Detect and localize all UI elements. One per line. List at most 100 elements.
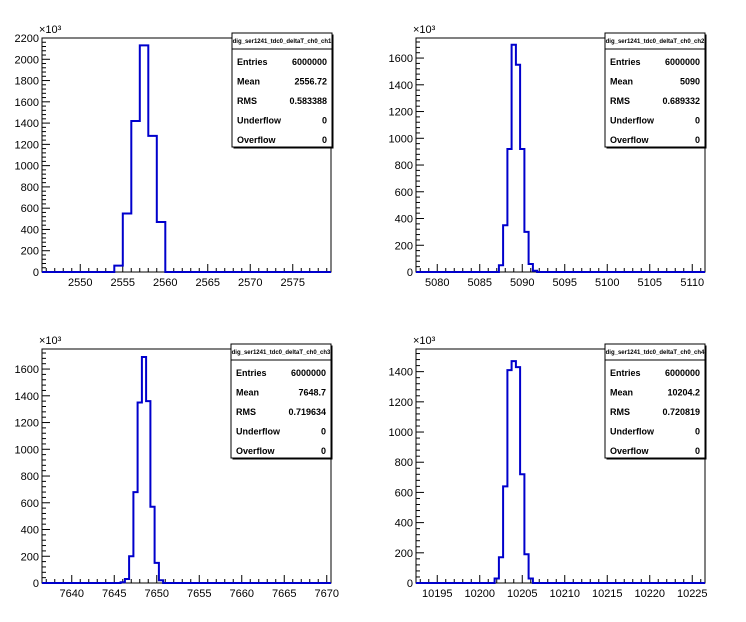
stats-value-overflow: 0 bbox=[321, 446, 326, 456]
stats-value-underflow: 0 bbox=[322, 116, 327, 126]
y-tick-label: 400 bbox=[395, 214, 413, 226]
x-tick-label: 7670 bbox=[315, 588, 339, 600]
y-tick-label: 0 bbox=[33, 267, 39, 279]
stats-box bbox=[604, 32, 706, 148]
x-tick-label: 10200 bbox=[464, 588, 495, 600]
y-tick-label: 200 bbox=[21, 551, 39, 563]
histogram-bin bbox=[512, 361, 516, 583]
stats-key-mean: Mean bbox=[237, 77, 260, 87]
stats-key-underflow: Underflow bbox=[237, 116, 282, 126]
y-tick-label: 0 bbox=[407, 267, 413, 279]
y-tick-label: 400 bbox=[21, 224, 39, 236]
histogram-pad-3: 0 200 400 600 800 1000 1200 1400 1600 ×10³ 7640 764… bbox=[15, 335, 339, 600]
stats-key-rms: RMS bbox=[610, 96, 630, 106]
y-tick-label: 1000 bbox=[15, 444, 39, 456]
y-tick-label: 400 bbox=[21, 525, 39, 537]
stats-key-rms: RMS bbox=[236, 407, 256, 417]
stats-value-mean: 10204.2 bbox=[667, 388, 700, 398]
y-tick-label: 1600 bbox=[389, 53, 413, 65]
stats-value-overflow: 0 bbox=[695, 446, 700, 456]
x-tick-label: 2555 bbox=[111, 277, 135, 289]
x-tick-label: 2565 bbox=[196, 277, 220, 289]
stats-key-rms: RMS bbox=[237, 96, 257, 106]
histogram-bin bbox=[123, 214, 132, 273]
y-tick-label: 200 bbox=[395, 240, 413, 252]
histogram-bin bbox=[157, 222, 166, 272]
stats-key-overflow: Overflow bbox=[236, 446, 276, 456]
y-tick-label: 800 bbox=[21, 182, 39, 194]
y-tick-label: 2000 bbox=[15, 54, 39, 66]
x-tick-label: 10220 bbox=[634, 588, 665, 600]
y-exponent-label: ×10³ bbox=[39, 335, 62, 347]
y-tick-label: 600 bbox=[21, 203, 39, 215]
x-tick-label: 7655 bbox=[187, 588, 211, 600]
stats-key-underflow: Underflow bbox=[610, 116, 655, 126]
stats-key-entries: Entries bbox=[236, 368, 267, 378]
x-tick-label: 7650 bbox=[145, 588, 169, 600]
stats-value-entries: 6000000 bbox=[291, 368, 326, 378]
y-tick-label: 1600 bbox=[15, 364, 39, 376]
stats-value-mean: 5090 bbox=[680, 77, 700, 87]
y-tick-label: 0 bbox=[33, 578, 39, 590]
x-tick-label: 2575 bbox=[281, 277, 305, 289]
stats-key-overflow: Overflow bbox=[237, 135, 277, 145]
histogram-bin bbox=[148, 136, 157, 272]
y-tick-label: 800 bbox=[395, 160, 413, 172]
y-tick-label: 0 bbox=[407, 578, 413, 590]
stats-value-overflow: 0 bbox=[695, 135, 700, 145]
stats-key-mean: Mean bbox=[610, 388, 633, 398]
stats-key-underflow: Underflow bbox=[236, 427, 281, 437]
x-tick-label: 5095 bbox=[553, 277, 577, 289]
stats-value-entries: 6000000 bbox=[292, 57, 327, 67]
y-tick-label: 600 bbox=[395, 487, 413, 499]
histogram-outline bbox=[42, 44, 331, 273]
y-tick-label: 1400 bbox=[389, 80, 413, 92]
histogram-outline bbox=[416, 43, 705, 273]
stats-value-overflow: 0 bbox=[322, 135, 327, 145]
y-tick-label: 1400 bbox=[389, 367, 413, 379]
y-tick-label: 1200 bbox=[15, 418, 39, 430]
stats-key-mean: Mean bbox=[610, 77, 633, 87]
stats-value-underflow: 0 bbox=[695, 116, 700, 126]
y-tick-label: 1000 bbox=[389, 427, 413, 439]
stats-key-mean: Mean bbox=[236, 388, 259, 398]
x-tick-label: 10195 bbox=[422, 588, 453, 600]
stats-box bbox=[230, 343, 332, 459]
stats-value-mean: 2556.72 bbox=[294, 77, 327, 87]
y-tick-label: 600 bbox=[395, 187, 413, 199]
histogram-outline bbox=[416, 360, 705, 584]
histogram-pad-4: 0 200 400 600 800 1000 1200 1400 ×10³ 10195 10200 1… bbox=[389, 335, 708, 600]
histogram-outline bbox=[42, 356, 331, 584]
stats-key-overflow: Overflow bbox=[610, 135, 650, 145]
y-exponent-label: ×10³ bbox=[413, 335, 436, 347]
y-tick-label: 200 bbox=[21, 246, 39, 258]
stats-key-entries: Entries bbox=[610, 57, 641, 67]
x-tick-label: 7665 bbox=[272, 588, 296, 600]
stats-value-rms: 0.583388 bbox=[289, 96, 327, 106]
x-tick-label: 10205 bbox=[507, 588, 538, 600]
y-tick-label: 1600 bbox=[15, 97, 39, 109]
x-tick-label: 5105 bbox=[638, 277, 662, 289]
y-tick-label: 800 bbox=[21, 471, 39, 483]
stats-value-rms: 0.720819 bbox=[662, 407, 700, 417]
histogram-pad-1: 0 200 400 600 800 1000 1200 1400 1600 1800 2000 220… bbox=[15, 24, 334, 289]
stats-box bbox=[604, 343, 706, 459]
y-exponent-label: ×10³ bbox=[413, 24, 436, 36]
stats-title: dig_ser1241_tdc0_deltaT_ch0_ch2 bbox=[606, 39, 705, 45]
stats-value-underflow: 0 bbox=[321, 427, 326, 437]
x-tick-label: 7645 bbox=[102, 588, 126, 600]
stats-key-entries: Entries bbox=[610, 368, 641, 378]
x-tick-label: 5100 bbox=[595, 277, 619, 289]
x-tick-label: 2550 bbox=[68, 277, 92, 289]
x-tick-label: 10215 bbox=[592, 588, 623, 600]
y-tick-label: 1000 bbox=[389, 133, 413, 145]
y-tick-label: 1000 bbox=[15, 161, 39, 173]
stats-key-underflow: Underflow bbox=[610, 427, 655, 437]
x-tick-label: 5085 bbox=[468, 277, 492, 289]
y-tick-label: 1200 bbox=[389, 107, 413, 119]
x-tick-label: 7640 bbox=[60, 588, 84, 600]
y-tick-label: 2200 bbox=[15, 33, 39, 45]
stats-key-entries: Entries bbox=[237, 57, 268, 67]
y-tick-label: 600 bbox=[21, 498, 39, 510]
